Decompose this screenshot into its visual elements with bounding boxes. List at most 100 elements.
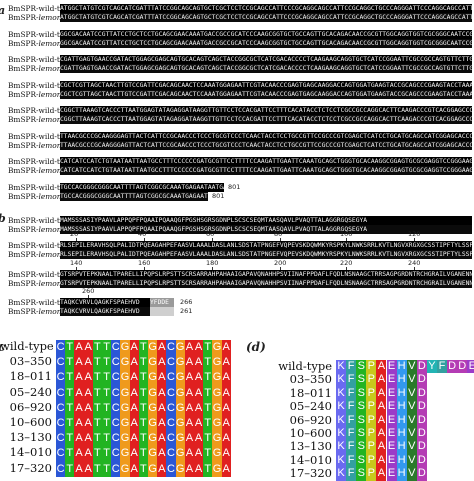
amino-acid-cell: V — [406, 440, 417, 454]
amino-acid-cell: V — [406, 360, 417, 374]
nucleotide-cell: G — [148, 400, 158, 416]
amino-acid-cell: A — [376, 453, 387, 468]
panel-c-mutant-dna: cwild-typeCTAATTCGATGACGAATGA03–350CTAAT… — [0, 330, 474, 477]
nucleotide-cell: C — [56, 446, 66, 462]
nucleotide-cell: A — [194, 446, 204, 462]
nucleotide-cell: C — [166, 446, 176, 462]
nucleotide-cell: A — [194, 416, 204, 432]
lemon-label-prefix: BmSPR- — [8, 250, 39, 259]
lemon-label-italic: lemon — [38, 225, 62, 234]
nucleotide-cell: A — [194, 400, 204, 416]
wt-dna-sequence: CGCTCGTTAGCTAACTTGTCCGATTCGACAGCAACTCCAA… — [60, 80, 472, 90]
nucleotide-cell: C — [111, 431, 121, 447]
nucleotide-cell: T — [92, 400, 102, 416]
wild-type-label: BmSPR-wild-type — [8, 4, 74, 13]
nucleotide-cell: G — [120, 385, 130, 401]
nucleotide-cell: A — [221, 461, 231, 477]
lemon-label: BmSPR-lemon — [8, 141, 62, 150]
wt-dna-sequence: GGCGACAATCCGTTATCCTGCTCCTGCAGCGAACAAATGA… — [60, 29, 472, 39]
nucleotide-cell: T — [102, 431, 112, 447]
nucleotide-cell: A — [157, 340, 167, 356]
panel-d-mutant-protein: (d) wild-type K F S P A E H V D Y F D D E 03–350 K F S P A E H V… — [0, 330, 474, 481]
nucleotide-cell: G — [148, 416, 158, 432]
nucleotide-cell: T — [92, 461, 102, 477]
nucleotide-cell: T — [65, 446, 75, 462]
ruler-tick — [76, 267, 77, 270]
lemon-label: BmSPR-lemon — [8, 13, 62, 22]
amino-acid-cell: K — [336, 386, 347, 401]
nucleotide-cell: G — [120, 416, 130, 432]
amino-acid-cell: D — [416, 413, 427, 427]
amino-acid-cell: P — [366, 386, 377, 401]
lemon-label-prefix: BmSPR- — [8, 279, 39, 288]
wt-dna-sequence: CGGCTTAAAGTCACCCTTAATGGAGTATAGAGGATAAGGT… — [60, 106, 472, 115]
wt-protein-sequence: RLSEPILERAVHSQLPALIDTPQEAGAHPEFAASVLAAAL… — [60, 241, 472, 250]
nucleotide-cell: C — [166, 370, 176, 386]
nucleotide-cell: C — [56, 355, 66, 371]
amino-acid-cell: H — [396, 440, 407, 454]
amino-acid-cell: S — [356, 440, 367, 454]
amino-acid-cell: V — [406, 453, 417, 468]
lemon-label-prefix: BmSPR- — [8, 13, 39, 22]
amino-acid-cell: E — [386, 413, 397, 427]
wt-dna-sequence: CGATTGAGTGAACCGATACTGGAGCGAGCAGTGCACAGTC… — [60, 55, 472, 64]
amino-acid-cell: A — [376, 400, 387, 414]
nucleotide-cell: G — [120, 461, 130, 477]
nucleotide-cell: C — [111, 416, 121, 432]
ruler-number: 60 — [206, 230, 215, 238]
nucleotide-cell: C — [166, 385, 176, 401]
ruler-tick — [144, 267, 145, 270]
nucleotide-cell: T — [92, 446, 102, 462]
lemon-label-prefix: BmSPR- — [8, 191, 39, 201]
wild-type-label: BmSPR-wild-type — [8, 29, 74, 39]
amino-acid-cell: V — [406, 373, 417, 387]
nucleotide-cell: A — [194, 355, 204, 371]
nucleotide-cell: A — [83, 400, 93, 416]
lemon-label-prefix: BmSPR- — [8, 89, 39, 99]
nucleotide-cell: A — [83, 355, 93, 371]
amino-acid-cell: D — [416, 360, 427, 374]
amino-acid-cell: P — [366, 413, 377, 427]
ruler-tick — [212, 267, 213, 270]
ruler-number: 140 — [70, 259, 83, 267]
amino-acid-cell: D — [416, 440, 427, 454]
nucleotide-cell: T — [203, 355, 213, 371]
nucleotide-cell: A — [194, 340, 204, 356]
nucleotide-cell: G — [148, 446, 158, 462]
nucleotide-cell: C — [166, 340, 176, 356]
nucleotide-cell: A — [129, 355, 139, 371]
lemon-label-prefix: BmSPR- — [8, 140, 39, 150]
nucleotide-cell: C — [56, 416, 66, 432]
lemon-label-italic: lemon — [38, 166, 62, 175]
nucleotide-cell: A — [157, 416, 167, 432]
lemon-gap-region — [150, 307, 174, 316]
nucleotide-cell: G — [212, 355, 222, 371]
amino-acid-cell: V — [406, 413, 417, 427]
nucleotide-cell: C — [166, 431, 176, 447]
nucleotide-cell: A — [74, 461, 84, 477]
wild-type-label: BmSPR-wild-type — [8, 182, 74, 192]
nucleotide-cell: C — [166, 416, 176, 432]
ruler-number: 40 — [138, 230, 147, 238]
nucleotide-cell: A — [184, 400, 194, 416]
nucleotide-cell: T — [65, 400, 75, 416]
ruler-tick — [414, 267, 415, 270]
nucleotide-cell: T — [92, 431, 102, 447]
nucleotide-cell: T — [102, 400, 112, 416]
nucleotide-cell: A — [129, 385, 139, 401]
amino-acid-cell: S — [356, 386, 367, 401]
nucleotide-cell: G — [175, 416, 185, 432]
nucleotide-cell: C — [56, 385, 66, 401]
panel-a-label: a — [0, 4, 5, 17]
nucleotide-cell: C — [111, 340, 121, 356]
amino-acid-cell: A — [376, 427, 387, 441]
lemon-label: BmSPR-lemon — [8, 225, 62, 234]
nucleotide-cell: A — [157, 385, 167, 401]
ruler-tick — [346, 238, 347, 241]
nucleotide-cell: T — [102, 385, 112, 401]
nucleotide-cell: A — [129, 400, 139, 416]
amino-acid-cell: K — [336, 413, 347, 427]
amino-acid-cell: H — [396, 360, 407, 374]
nucleotide-cell: T — [203, 461, 213, 477]
sample-label: 14–010 — [289, 452, 332, 467]
